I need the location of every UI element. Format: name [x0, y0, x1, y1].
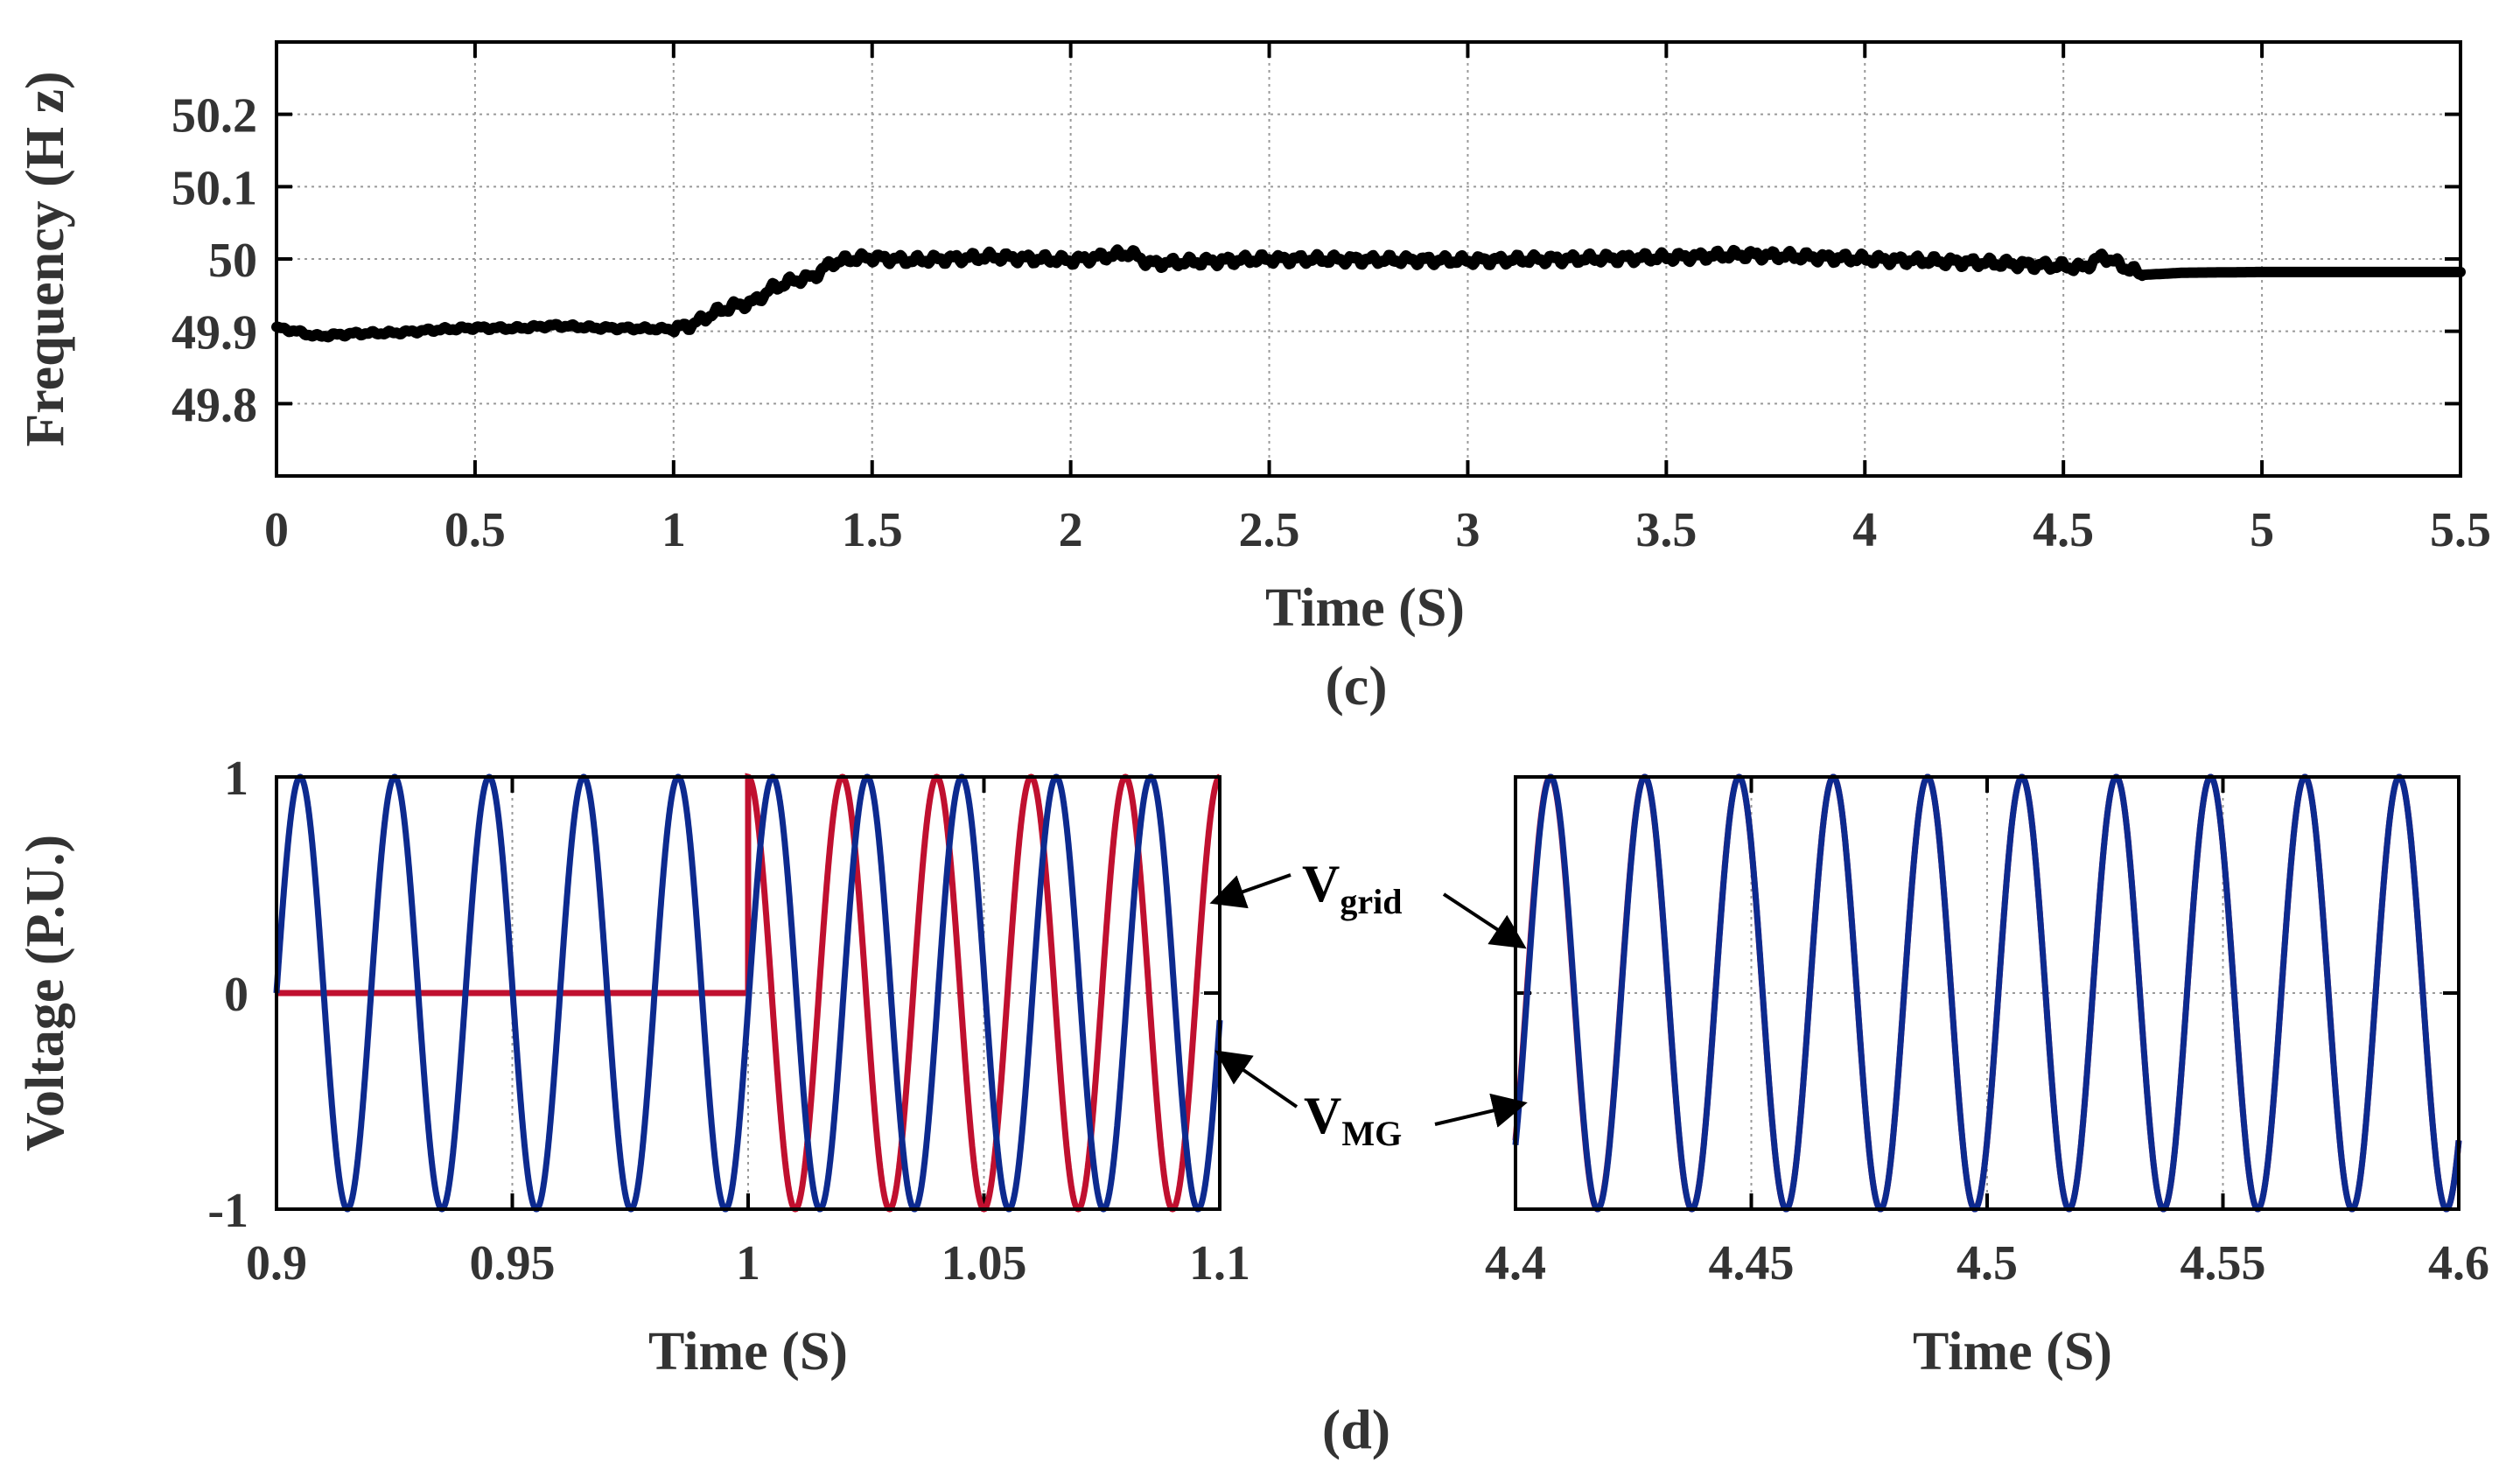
frequency-x-axis-title: Time (S) [1265, 578, 1465, 638]
frequency-x-tick-label: 3.5 [1635, 503, 1697, 557]
frequency-x-tick-label: 2.5 [1239, 503, 1300, 557]
voltage-right-plot-frame [1514, 775, 2460, 1211]
voltage-right-vmg-line [1512, 773, 2462, 1213]
frequency-x-tick-label: 0 [264, 503, 289, 557]
voltage-right-x-tick-label: 4.55 [2180, 1236, 2266, 1291]
frequency-x-tick-label: 1.5 [842, 503, 903, 557]
voltage-right-x-tick-label: 4.6 [2428, 1236, 2489, 1291]
voltage-left-y-tick-label: -1 [207, 1184, 248, 1238]
frequency-x-tick-label: 5.5 [2430, 503, 2491, 557]
frequency-x-tick-label: 3 [1455, 503, 1480, 557]
frequency-x-tick-label: 5 [2250, 503, 2274, 557]
frequency-x-tick-labels: 0 0.5 1 1.5 2 2.5 3 3.5 4 4.5 5 5.5 [264, 503, 2491, 557]
voltage-left-x-tick-label: 1.05 [942, 1236, 1027, 1291]
voltage-y-axis-title: Voltage (P.U.) [16, 835, 75, 1151]
frequency-plot-frame [275, 40, 2462, 478]
legend-vgrid-arrow-right [1442, 892, 1527, 949]
voltage-left-x-tick-label: 0.9 [246, 1236, 307, 1291]
voltage-left-plot-frame [275, 775, 1222, 1211]
frequency-y-tick-label: 49.8 [172, 378, 257, 432]
frequency-y-tick-label: 50 [208, 234, 257, 288]
frequency-y-tick-label: 50.1 [172, 161, 257, 215]
frequency-x-tick-label: 0.5 [444, 503, 506, 557]
voltage-right-x-tick-label: 4.45 [1709, 1236, 1795, 1291]
voltage-left-x-axis-title: Time (S) [648, 1322, 848, 1382]
frequency-x-tick-label: 4 [1852, 503, 1877, 557]
voltage-right-x-tick-labels: 4.4 4.45 4.5 4.55 4.6 [1485, 1236, 2489, 1291]
voltage-chart-left: 0.9 0.95 1 1.05 1.1 -1 0 1 Time (S) Voltage (P… [16, 752, 1250, 1382]
voltage-right-x-tick-label: 4.4 [1485, 1236, 1546, 1291]
voltage-chart-right: 4.4 4.45 4.5 4.55 4.6 Time (S) [1485, 773, 2489, 1382]
voltage-left-x-tick-label: 0.95 [470, 1236, 556, 1291]
frequency-x-tick-label: 2 [1059, 503, 1083, 557]
legend-vgrid-arrow-left [1209, 873, 1292, 909]
legend-annotations: Vgrid VMG [1209, 855, 1528, 1153]
frequency-x-tick-label: 1 [662, 503, 686, 557]
voltage-left-y-tick-label: 1 [224, 752, 248, 806]
legend-vmg-label: VMG [1304, 1087, 1402, 1153]
voltage-y-tick-labels: -1 0 1 [207, 752, 248, 1238]
voltage-left-x-tick-labels: 0.9 0.95 1 1.05 1.1 [246, 1236, 1250, 1291]
legend-vmg-arrow-left [1214, 1050, 1298, 1109]
voltage-left-x-tick-label: 1 [736, 1236, 760, 1291]
legend-vgrid-label: Vgrid [1302, 855, 1402, 921]
frequency-x-tick-label: 4.5 [2033, 503, 2094, 557]
voltage-left-vmg-line [273, 773, 1223, 1213]
frequency-y-tick-label: 49.9 [172, 306, 257, 360]
frequency-chart: 0 0.5 1 1.5 2 2.5 3 3.5 4 4.5 5 5.5 49.8 49.9 50 50.1 5… [16, 40, 2491, 717]
voltage-right-x-tick-label: 4.5 [1956, 1236, 2018, 1291]
voltage-right-x-axis-title: Time (S) [1913, 1322, 2112, 1382]
frequency-y-tick-label: 50.2 [172, 89, 257, 143]
frequency-y-axis-title: Frequency (H z) [16, 71, 75, 446]
frequency-series-line [271, 244, 2466, 343]
voltage-left-x-tick-label: 1.1 [1189, 1236, 1250, 1291]
frequency-y-tick-labels: 49.8 49.9 50 50.1 50.2 [172, 89, 257, 433]
legend-vmg-arrow-right [1434, 1093, 1528, 1128]
voltage-left-y-tick-label: 0 [224, 968, 248, 1022]
panel-label-c: (c) [1325, 654, 1387, 717]
panel-label-d: (d) [1322, 1398, 1390, 1460]
